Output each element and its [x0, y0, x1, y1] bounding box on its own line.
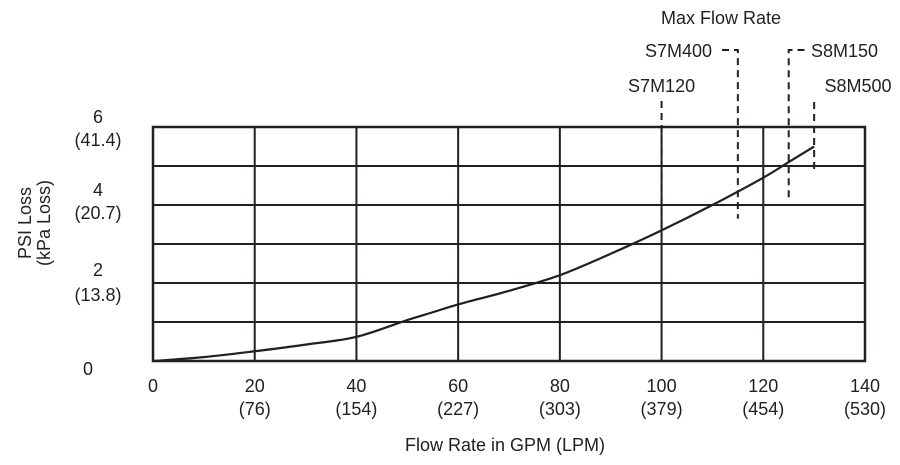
x-tick-sublabel: (154) [335, 399, 377, 419]
marker-line-s8m150 [787, 49, 808, 198]
y-tick-label: 4 [93, 180, 103, 200]
marker-label-s7m400: S7M400 [645, 41, 712, 61]
x-tick-sublabel: (303) [539, 399, 581, 419]
x-tick-sublabel: (379) [641, 399, 683, 419]
y-tick-sublabel: (13.8) [74, 285, 121, 305]
y-axis-label: PSI Loss [15, 187, 35, 259]
x-tick-label: 140 [850, 376, 880, 396]
marker-label-s7m120: S7M120 [628, 76, 695, 96]
x-axis-label: Flow Rate in GPM (LPM) [405, 435, 605, 455]
x-tick-label: 80 [550, 376, 570, 396]
x-tick-sublabel: (76) [239, 399, 271, 419]
y-tick-sublabel: (41.4) [74, 130, 121, 150]
x-tick-label: 60 [448, 376, 468, 396]
x-tick-label: 40 [346, 376, 366, 396]
x-tick-label: 20 [245, 376, 265, 396]
y-axis-label-secondary: (kPa Loss) [34, 180, 54, 266]
y-tick-label: 2 [93, 260, 103, 280]
plot-frame [151, 125, 867, 363]
x-tick-label: 0 [148, 376, 158, 396]
x-tick-sublabel: (530) [844, 399, 886, 419]
x-tick-label: 100 [647, 376, 677, 396]
y-tick-label: 6 [93, 107, 103, 127]
x-tick-label: 120 [748, 376, 778, 396]
x-tick-sublabel: (454) [742, 399, 784, 419]
x-tick-sublabel: (227) [437, 399, 479, 419]
max-flow-rate-title: Max Flow Rate [661, 8, 781, 28]
pressure-loss-curve [152, 145, 815, 363]
y-tick-label: 0 [83, 359, 93, 379]
marker-label-s8m150: S8M150 [811, 41, 878, 61]
y-tick-sublabel: (20.7) [74, 203, 121, 223]
marker-label-s8m500: S8M500 [824, 76, 891, 96]
marker-line-s7m400 [722, 49, 739, 219]
